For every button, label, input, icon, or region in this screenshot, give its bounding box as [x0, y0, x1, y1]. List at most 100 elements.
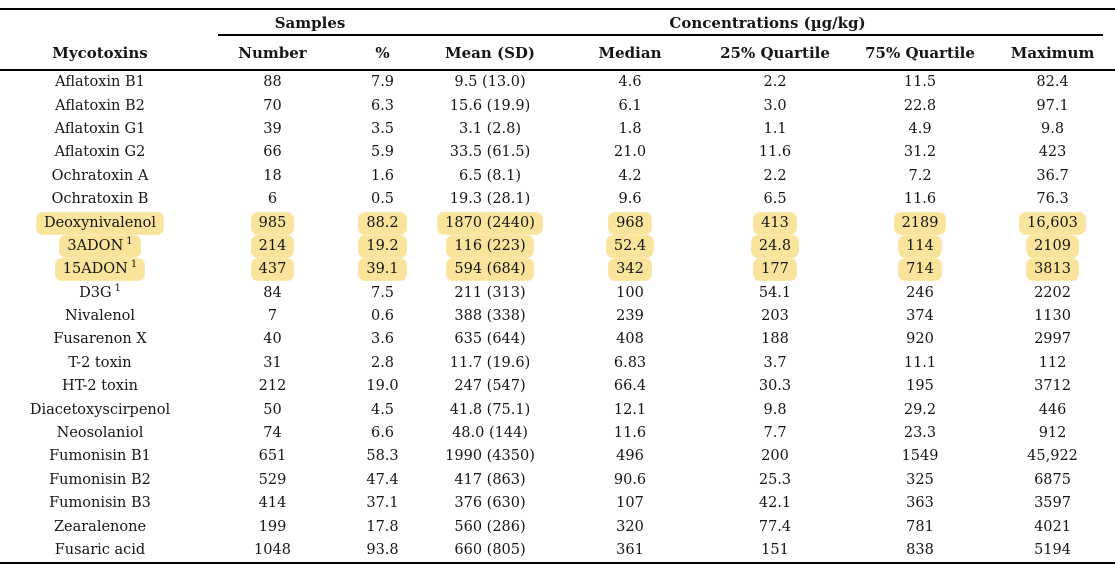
cell-value: 3712 [1034, 378, 1071, 395]
table-body: Aflatoxin B1 88 7.9 9.5 (13.0) 4.6 2.2 11.5 82.… [0, 70, 1115, 565]
mycotoxin-name-cell: T-2 toxin [0, 352, 200, 375]
value-cell: 11.1 [850, 352, 990, 375]
cell-value: 77.4 [758, 518, 792, 535]
value-cell: 22.8 [850, 94, 990, 117]
highlighted-value: 3813 [1027, 259, 1078, 281]
cell-value: 6.5 [763, 191, 787, 208]
column-header-75-quartile: 75% Quartile [850, 36, 991, 71]
cell-value: 651 [258, 448, 287, 465]
cell-value: 376 (630) [454, 495, 526, 512]
table-row: Neosolaniol 74 6.6 48.0 (144) 11.6 7.7 23.3 912 [0, 422, 1115, 445]
mycotoxin-name-cell: Diacetoxyscirpenol [0, 398, 200, 421]
cell-value: 6.3 [370, 97, 395, 114]
mycotoxin-name-cell: Fusaric acid [0, 538, 200, 565]
value-cell: 660 (805) [420, 538, 561, 565]
cell-value: 6.6 [370, 425, 395, 442]
cell-value: 1048 [254, 542, 291, 558]
table-row: HT-2 toxin 212 19.0 247 (547) 66.4 30.3 195 371… [0, 375, 1115, 398]
value-cell: 19.2 [345, 235, 420, 258]
highlighted-value: 114 [899, 235, 941, 257]
value-cell: 0.5 [345, 188, 420, 211]
cell-value: Fusaric acid [54, 542, 146, 558]
highlighted-value: 413 [754, 212, 796, 234]
value-cell: 114 [850, 235, 990, 258]
value-cell: 11.6 [700, 141, 850, 164]
cell-value: 6 [267, 191, 278, 208]
column-header-25-quartile: 25% Quartile [700, 36, 851, 71]
value-cell: 84 [200, 282, 345, 305]
table-row: 15ADON 1 437 39.1 594 (684) 342 177 714 3813 [0, 258, 1115, 281]
mycotoxin-name-cell: D3G 1 [0, 282, 200, 305]
cell-value: 22.8 [903, 97, 937, 114]
table-row: Ochratoxin B 6 0.5 19.3 (28.1) 9.6 6.5 11.6 76.… [0, 188, 1115, 211]
value-cell: 112 [990, 352, 1115, 375]
value-cell: 88.2 [345, 211, 420, 234]
cell-value: 88 [263, 74, 282, 91]
value-cell: 177 [700, 258, 850, 281]
cell-value: 18 [263, 167, 282, 184]
value-cell: 912 [990, 422, 1115, 445]
value-cell: 635 (644) [420, 328, 560, 351]
cell-value: 7.7 [763, 425, 787, 442]
value-cell: 6.6 [345, 422, 420, 445]
cell-value: Aflatoxin G1 [54, 120, 146, 137]
value-cell: 97.1 [990, 94, 1115, 117]
cell-value: 11.1 [903, 354, 937, 371]
highlighted-value: 2109 [1027, 235, 1078, 257]
group-header-row: Samples Concentrations (µg/kg) [0, 9, 1115, 36]
value-cell: 3.1 (2.8) [420, 118, 560, 141]
cell-value: 529 [258, 471, 287, 488]
cell-value: 388 (338) [454, 308, 526, 325]
cell-value: 66 [263, 144, 282, 161]
value-cell: 39 [200, 118, 345, 141]
value-cell: 6 [200, 188, 345, 211]
cell-value: 41.8 (75.1) [449, 401, 531, 418]
cell-value: 112 [1038, 354, 1067, 371]
value-cell: 1.8 [560, 118, 700, 141]
value-cell: 11.7 (19.6) [420, 352, 560, 375]
cell-value: 37.1 [366, 495, 399, 512]
group-header-concentrations: Concentrations (µg/kg) [420, 9, 1115, 36]
cell-value: 82.4 [1036, 74, 1069, 91]
highlighted-value: 39.1 [359, 259, 406, 281]
cell-value: 97.1 [1036, 97, 1069, 114]
value-cell: 200 [700, 445, 850, 468]
table-row: D3G 1 84 7.5 211 (313) 100 54.1 246 2202 [0, 282, 1115, 305]
value-cell: 3.7 [700, 352, 850, 375]
cell-value: 11.6 [613, 425, 647, 442]
value-cell: 3.5 [345, 118, 420, 141]
cell-value: 199 [258, 518, 287, 535]
value-cell: 24.8 [700, 235, 850, 258]
highlighted-value: 15ADON 1 [55, 259, 145, 281]
value-cell: 9.8 [990, 118, 1115, 141]
cell-value: 239 [616, 308, 644, 325]
cell-value: 0.6 [370, 308, 395, 325]
value-cell: 11.6 [560, 422, 700, 445]
value-cell: 594 (684) [420, 258, 560, 281]
value-cell: 6875 [990, 469, 1115, 492]
highlighted-value: 16,603 [1020, 212, 1085, 234]
cell-value: 660 (805) [454, 542, 526, 558]
cell-value: 29.2 [903, 401, 937, 418]
value-cell: 4.6 [560, 70, 700, 94]
value-cell: 2202 [990, 282, 1115, 305]
cell-value: 19.3 (28.1) [449, 191, 531, 208]
footnote-marker: 1 [126, 236, 133, 248]
concentrations-underline-rule [420, 34, 1104, 36]
mycotoxin-name-cell: Aflatoxin G1 [0, 118, 200, 141]
value-cell: 496 [560, 445, 700, 468]
table-row: 3ADON 1 214 19.2 116 (223) 52.4 24.8 114 2109 [0, 235, 1115, 258]
table-row: Zearalenone 199 17.8 560 (286) 320 77.4 781 402… [0, 515, 1115, 538]
value-cell: 93.8 [345, 538, 421, 565]
value-cell: 50 [200, 398, 345, 421]
value-cell: 3597 [990, 492, 1115, 515]
value-cell: 48.0 (144) [420, 422, 560, 445]
cell-value: 4.2 [618, 167, 642, 184]
cell-value: 93.8 [366, 542, 399, 558]
table-row: Aflatoxin G1 39 3.5 3.1 (2.8) 1.8 1.1 4.9 9.8 [0, 118, 1115, 141]
value-cell: 920 [850, 328, 990, 351]
value-cell: 54.1 [700, 282, 850, 305]
value-cell: 374 [850, 305, 990, 328]
cell-value: Ochratoxin B [51, 191, 149, 208]
value-cell: 188 [700, 328, 850, 351]
